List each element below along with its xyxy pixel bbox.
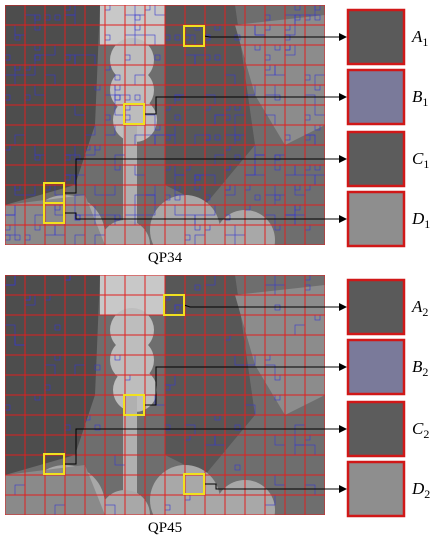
inset-label: D2: [411, 479, 430, 501]
caption: QP34: [148, 250, 183, 266]
inset-label: D1: [411, 209, 430, 231]
figure: QP34A1B1C1D1QP45A2B2C2D2: [0, 0, 433, 539]
inset-letter: D: [411, 209, 425, 228]
inset-subscript: 2: [424, 487, 430, 501]
inset-subscript: 2: [422, 305, 428, 319]
inset-image: [348, 402, 404, 456]
caption: QP45: [148, 520, 182, 536]
inset-label: B1: [412, 87, 428, 109]
inset-label: A1: [411, 27, 428, 49]
inset-subscript: 2: [422, 365, 428, 379]
inset-image: [348, 192, 404, 246]
inset-image: [348, 462, 404, 516]
inset-letter: B: [412, 357, 423, 376]
inset-image: [348, 280, 404, 334]
inset-letter: A: [411, 297, 423, 316]
inset-image: [348, 340, 404, 394]
inset-label: C2: [412, 419, 429, 441]
inset-image: [348, 132, 404, 186]
inset-image: [348, 10, 404, 64]
inset-letter: C: [412, 419, 424, 438]
inset-subscript: 2: [423, 427, 429, 441]
image-content: [5, 5, 325, 275]
inset-letter: C: [412, 149, 424, 168]
inset-subscript: 1: [423, 157, 429, 171]
inset-label: A2: [411, 297, 428, 319]
depth-image: [5, 5, 325, 275]
page: {"figures": [ {"caption": "QP34", "inset…: [0, 0, 433, 539]
inset-subscript: 1: [422, 35, 428, 49]
inset-subscript: 1: [424, 217, 430, 231]
inset-label: B2: [412, 357, 428, 379]
inset-letter: B: [412, 87, 423, 106]
inset-letter: A: [411, 27, 423, 46]
inset-label: C1: [412, 149, 429, 171]
inset-letter: D: [411, 479, 425, 498]
inset-subscript: 1: [422, 95, 428, 109]
inset-image: [348, 70, 404, 124]
